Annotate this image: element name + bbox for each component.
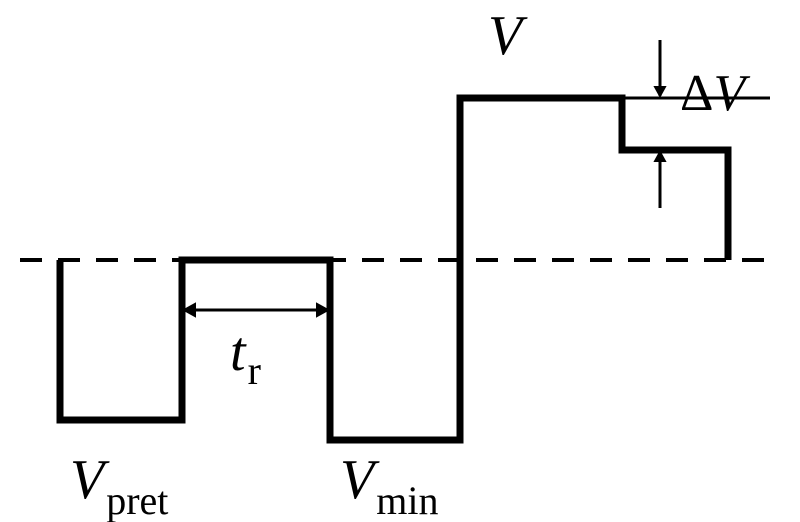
svg-text:ΔV: ΔV	[680, 65, 750, 122]
svg-text:V: V	[488, 5, 528, 67]
svg-text:tr: tr	[230, 321, 261, 393]
svg-text:Vpret: Vpret	[70, 449, 168, 522]
svg-text:Vmin: Vmin	[340, 449, 438, 522]
